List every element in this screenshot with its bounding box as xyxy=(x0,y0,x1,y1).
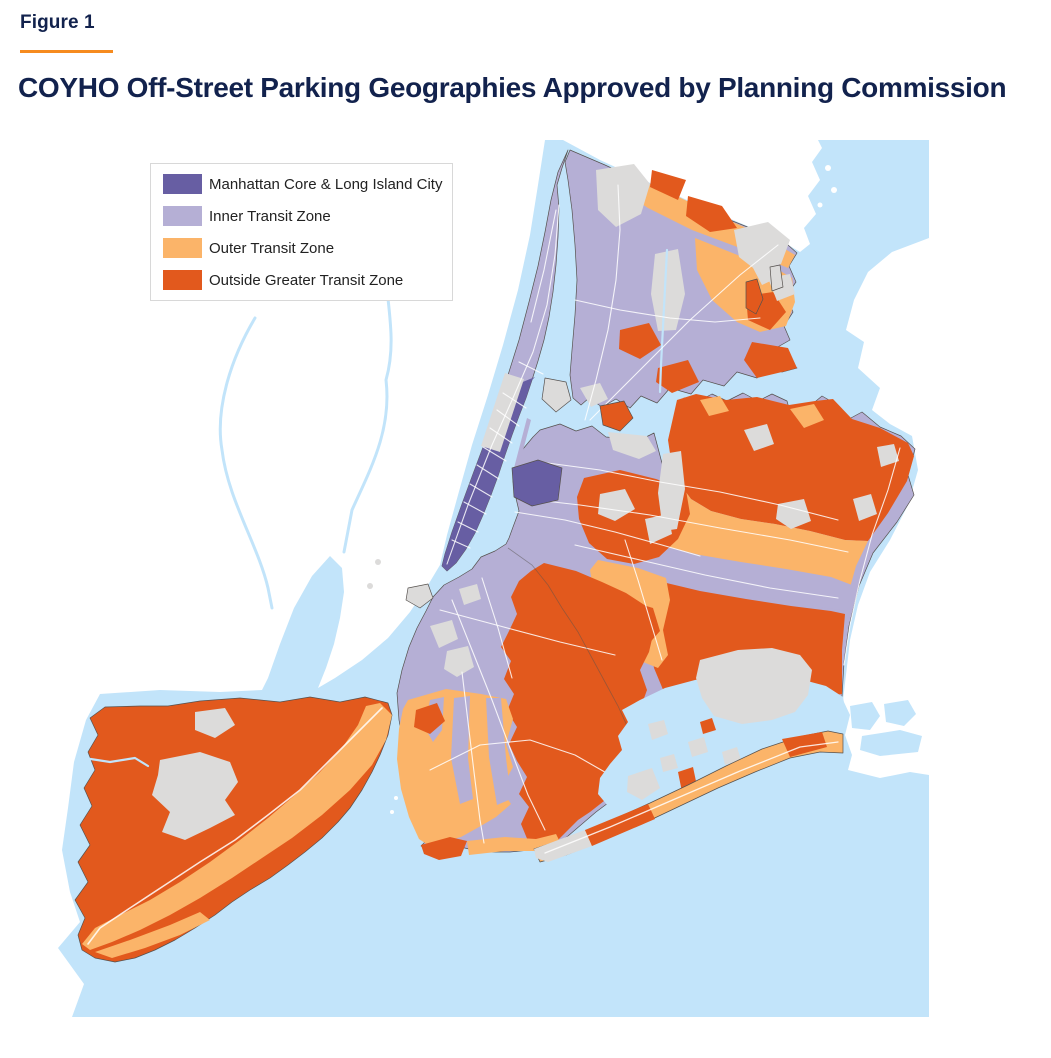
rikers-island xyxy=(599,400,634,432)
city-island xyxy=(745,278,764,315)
legend-swatch-outside-greater xyxy=(163,270,202,290)
figure-title: COYHO Off-Street Parking Geographies App… xyxy=(18,72,1007,103)
rockaway-peninsula xyxy=(533,730,844,863)
staten-island xyxy=(74,696,393,963)
legend-label: Manhattan Core & Long Island City xyxy=(209,175,443,193)
legend-swatch-inner-transit xyxy=(163,206,202,226)
van-cortlandt-park xyxy=(596,164,650,227)
passaic-river xyxy=(218,316,274,610)
figure-label: Figure 1 xyxy=(20,12,95,33)
randalls-island xyxy=(541,377,572,413)
jamaica-bay xyxy=(598,648,846,812)
legend-label: Outside Greater Transit Zone xyxy=(209,271,404,289)
long-island-city-core xyxy=(511,459,563,507)
accent-underline xyxy=(20,50,113,53)
legend-item: Outer Transit Zone xyxy=(163,238,440,258)
green-wood-cemetery xyxy=(430,620,458,648)
laguardia-airport xyxy=(608,432,656,459)
central-park xyxy=(481,373,524,452)
nassau-land xyxy=(843,238,929,778)
bronx-river xyxy=(658,248,669,394)
flushing-meadows-park xyxy=(658,451,685,531)
legend-swatch-outer-transit xyxy=(163,238,202,258)
fresh-kills-creek xyxy=(82,756,150,768)
prospect-park xyxy=(444,646,474,677)
manhattan-core xyxy=(442,377,535,571)
roosevelt-island xyxy=(514,418,531,470)
harbor-islands xyxy=(367,434,640,609)
si-railway-line xyxy=(87,707,383,945)
legend-item: Outside Greater Transit Zone xyxy=(163,270,440,290)
manhattan xyxy=(441,149,569,572)
swinburne-island xyxy=(390,810,394,814)
jfk-airport xyxy=(696,648,812,724)
legend-label: Inner Transit Zone xyxy=(209,207,331,225)
legend-item: Manhattan Core & Long Island City xyxy=(163,174,443,194)
pelham-bay-park xyxy=(734,222,790,271)
bronx xyxy=(564,149,798,421)
south-bay xyxy=(850,702,880,730)
legend-item: Inner Transit Zone xyxy=(163,206,440,226)
brooklyn-queens xyxy=(396,392,916,860)
hoffman-island xyxy=(394,796,398,800)
map-legend: Manhattan Core & Long Island City Inner … xyxy=(150,163,453,301)
governors-island xyxy=(405,583,434,609)
figure-header: Figure 1 xyxy=(20,12,95,34)
hart-island xyxy=(769,264,784,292)
bronx-park xyxy=(651,249,685,331)
greenbelt-park xyxy=(152,752,238,840)
legend-label: Outer Transit Zone xyxy=(209,239,335,257)
legend-swatch-manhattan-core xyxy=(163,174,202,194)
